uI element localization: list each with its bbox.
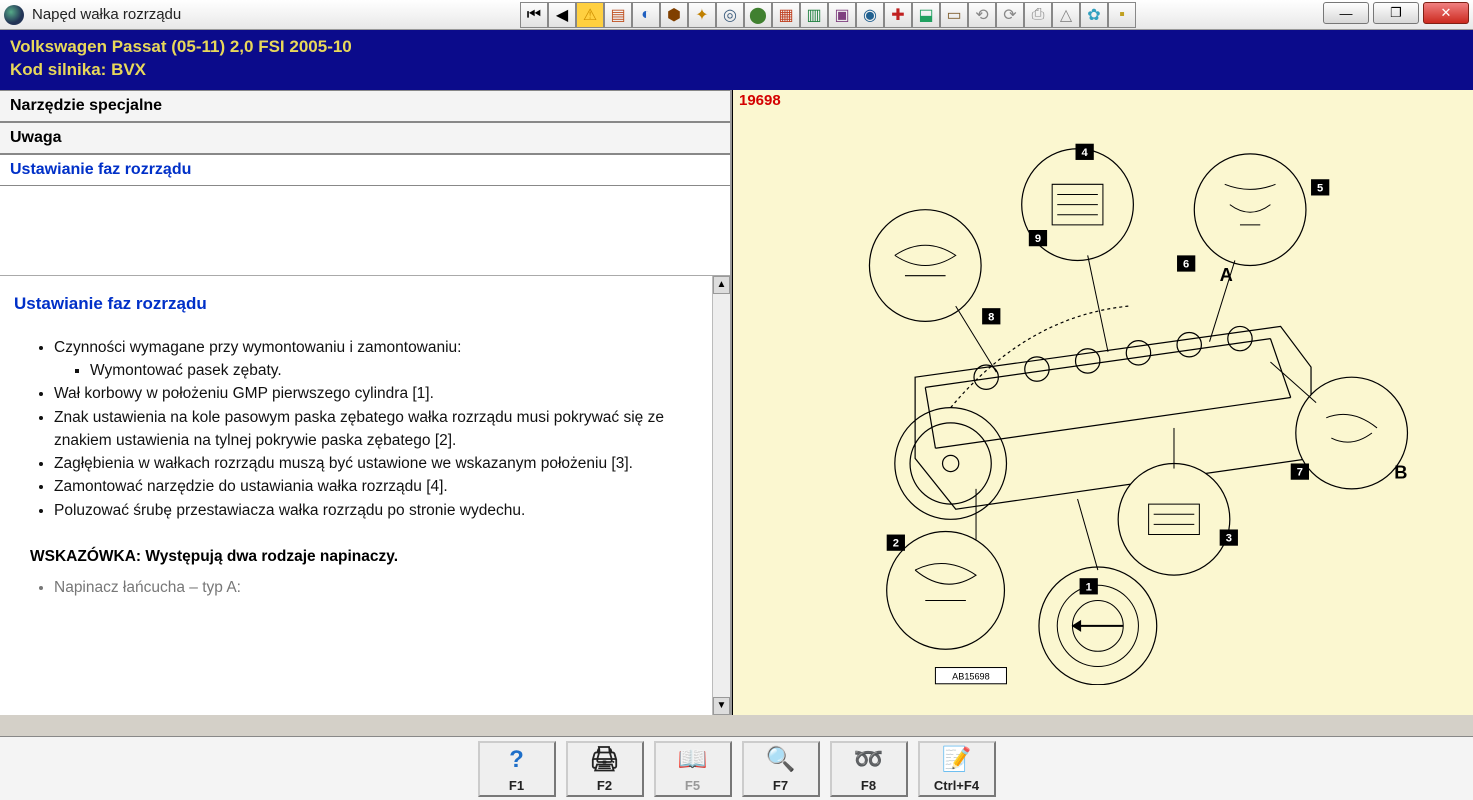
nav-prev-button[interactable]: ◀ — [548, 2, 576, 28]
tool-1-button[interactable]: ▤ — [604, 2, 632, 28]
app-icon — [4, 5, 24, 25]
tool-8-button[interactable]: ▥ — [800, 2, 828, 28]
help-icon: ? — [509, 746, 524, 774]
tool-5-button[interactable]: ◎ — [716, 2, 744, 28]
window-controls: — ❐ ✕ — [1323, 2, 1469, 24]
callout-6: 6 — [1177, 255, 1195, 271]
svg-text:3: 3 — [1226, 533, 1232, 545]
callout-8: 8 — [982, 308, 1000, 324]
tool-6-button[interactable]: ⬤ — [744, 2, 772, 28]
tool-2-button[interactable]: ◐ — [632, 2, 660, 28]
close-button[interactable]: ✕ — [1423, 2, 1469, 24]
f1-help-button[interactable]: ? F1 — [478, 741, 556, 797]
svg-text:8: 8 — [988, 311, 994, 323]
ctrl-f4-button[interactable]: 📝 Ctrl+F4 — [918, 741, 996, 797]
svg-text:4: 4 — [1082, 147, 1089, 159]
content-list-2: Napinacz łańcucha – typ A: — [54, 576, 716, 599]
scroll-down-button[interactable]: ▼ — [713, 697, 730, 715]
svg-text:9: 9 — [1035, 233, 1041, 245]
diagram-panel: 19698 — [732, 90, 1473, 715]
maximize-button[interactable]: ❐ — [1373, 2, 1419, 24]
printer-icon: 🖨 — [589, 745, 619, 774]
list-item: Zamontować narzędzie do ustawiania wałka… — [54, 475, 716, 498]
diagram-letter-a: A — [1220, 264, 1233, 285]
diagram-letter-b: B — [1394, 462, 1407, 483]
tool-18-button[interactable]: ✿ — [1080, 2, 1108, 28]
tool-11-button[interactable]: ✚ — [884, 2, 912, 28]
vehicle-line: Volkswagen Passat (05-11) 2,0 FSI 2005-1… — [10, 36, 1463, 59]
minimize-button[interactable]: — — [1323, 2, 1369, 24]
belt-icon: ➿ — [854, 745, 884, 774]
content-heading: Ustawianie faz rozrządu — [14, 294, 716, 314]
vehicle-header: Volkswagen Passat (05-11) 2,0 FSI 2005-1… — [0, 30, 1473, 90]
list-item: Wał korbowy w położeniu GMP pierwszego c… — [54, 382, 716, 405]
tool-3-button[interactable]: ⬢ — [660, 2, 688, 28]
list-item: Zagłębienia w wałkach rozrządu muszą być… — [54, 452, 716, 475]
tool-14-button[interactable]: ⟲ — [968, 2, 996, 28]
engine-code-line: Kod silnika: BVX — [10, 59, 1463, 82]
svg-text:7: 7 — [1297, 467, 1303, 479]
svg-text:6: 6 — [1183, 258, 1189, 270]
diagram-id: 19698 — [739, 92, 781, 109]
scrollbar[interactable]: ▲ ▼ — [712, 276, 730, 715]
list-item: Czynności wymagane przy wymontowaniu i z… — [54, 336, 716, 383]
tool-19-button[interactable]: ▪ — [1108, 2, 1136, 28]
callout-1: 1 — [1080, 578, 1098, 594]
warning-button[interactable]: ⚠ — [576, 2, 604, 28]
tool-16-button[interactable]: ⎙ — [1024, 2, 1052, 28]
svg-text:5: 5 — [1317, 182, 1323, 194]
tool-13-button[interactable]: ▭ — [940, 2, 968, 28]
book-icon: 📖 — [678, 745, 708, 774]
footer-bar: ? F1 🖨 F2 📖 F5 🔍 F7 ➿ F8 📝 Ctrl+F4 — [0, 736, 1473, 800]
magnifier-icon: 🔍 — [766, 745, 796, 774]
f8-belt-button[interactable]: ➿ F8 — [830, 741, 908, 797]
main-area: Narzędzie specjalne Uwaga Ustawianie faz… — [0, 90, 1473, 715]
tool-9-button[interactable]: ▣ — [828, 2, 856, 28]
diagram-ref: AB15698 — [952, 672, 990, 682]
list-item: Znak ustawienia na kole pasowym paska zę… — [54, 406, 716, 453]
callout-5: 5 — [1311, 179, 1329, 195]
svg-text:2: 2 — [893, 538, 899, 550]
section-timing[interactable]: Ustawianie faz rozrządu — [0, 154, 730, 186]
callout-3: 3 — [1220, 529, 1238, 545]
scroll-up-button[interactable]: ▲ — [713, 276, 730, 294]
note-icon: 📝 — [942, 745, 972, 774]
title-bar: Napęd wałka rozrządu ⏮◀⚠▤◐⬢✦◎⬤▦▥▣◉✚⬓▭⟲⟳⎙… — [0, 0, 1473, 30]
tool-15-button[interactable]: ⟳ — [996, 2, 1024, 28]
tool-7-button[interactable]: ▦ — [772, 2, 800, 28]
section-note[interactable]: Uwaga — [0, 122, 730, 154]
left-column: Narzędzie specjalne Uwaga Ustawianie faz… — [0, 90, 732, 715]
callout-7: 7 — [1291, 463, 1309, 479]
tool-10-button[interactable]: ◉ — [856, 2, 884, 28]
section-gap — [0, 186, 730, 276]
hint-text: WSKAZÓWKA: Występują dwa rodzaje napinac… — [30, 548, 716, 566]
list-item: Napinacz łańcucha – typ A: — [54, 576, 716, 599]
tool-17-button[interactable]: △ — [1052, 2, 1080, 28]
content-pane[interactable]: Ustawianie faz rozrządu Czynności wymaga… — [0, 276, 730, 613]
callout-4: 4 — [1076, 144, 1094, 160]
top-toolbar: ⏮◀⚠▤◐⬢✦◎⬤▦▥▣◉✚⬓▭⟲⟳⎙△✿▪ — [520, 2, 1136, 28]
window-title: Napęd wałka rozrządu — [32, 6, 181, 23]
content-list: Czynności wymagane przy wymontowaniu i z… — [54, 336, 716, 522]
list-subitem: Wymontować pasek zębaty. — [90, 359, 716, 382]
callout-9: 9 — [1029, 230, 1047, 246]
f7-zoom-button[interactable]: 🔍 F7 — [742, 741, 820, 797]
section-special-tools[interactable]: Narzędzie specjalne — [0, 90, 730, 122]
tool-12-button[interactable]: ⬓ — [912, 2, 940, 28]
technical-diagram: 1 2 3 4 5 6 7 8 9 A B AB15698 — [773, 110, 1443, 685]
nav-first-button[interactable]: ⏮ — [520, 2, 548, 28]
callout-2: 2 — [887, 534, 905, 550]
tool-4-button[interactable]: ✦ — [688, 2, 716, 28]
f5-button[interactable]: 📖 F5 — [654, 741, 732, 797]
svg-text:1: 1 — [1086, 581, 1092, 593]
list-item: Poluzować śrubę przestawiacza wałka rozr… — [54, 499, 716, 522]
f2-print-button[interactable]: 🖨 F2 — [566, 741, 644, 797]
